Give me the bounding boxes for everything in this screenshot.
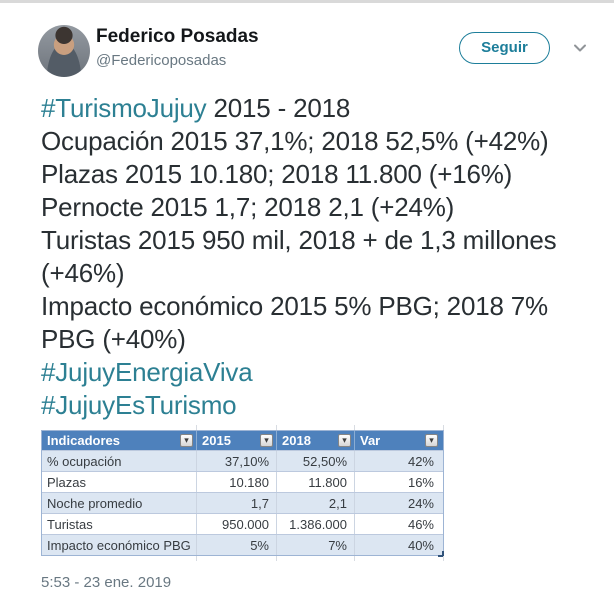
tweet-text-run: Impacto económico 2015 5% PBG; 2018 7% bbox=[41, 291, 548, 321]
xl-value-cell: 1.386.000 bbox=[277, 514, 355, 534]
xl-header-cell: Var ▾ bbox=[355, 431, 441, 450]
tweet-text: #TurismoJujuy 2015 - 2018 Ocupación 2015 … bbox=[41, 92, 591, 422]
table-row: Noche promedio 1,7 2,1 24% bbox=[42, 492, 443, 513]
xl-value-cell: 37,10% bbox=[197, 451, 277, 471]
table-row: % ocupación 37,10% 52,50% 42% bbox=[42, 450, 443, 471]
tweet-text-run: Pernocte 2015 1,7; 2018 2,1 (+24%) bbox=[41, 192, 455, 222]
xl-header-cell: 2015 ▾ bbox=[197, 431, 277, 450]
table-resize-handle-icon bbox=[438, 551, 444, 557]
hashtag-link[interactable]: #JujuyEsTurismo bbox=[41, 390, 237, 420]
xl-value-cell: 24% bbox=[407, 495, 434, 511]
embedded-table-image[interactable]: Indicadores ▾ 2015 ▾ 2018 ▾ Var ▾ % ocupación 37… bbox=[41, 425, 451, 561]
xl-header-label: Var bbox=[360, 433, 381, 448]
table-row: Plazas 10.180 11.800 16% bbox=[42, 471, 443, 492]
table-row: Impacto económico PBG 5% 7% 40% bbox=[42, 534, 443, 555]
xl-body: % ocupación 37,10% 52,50% 42% Plazas 10.180 11… bbox=[42, 450, 443, 555]
header-actions: Seguir bbox=[459, 32, 588, 64]
xl-value-cell: 5% bbox=[197, 535, 277, 555]
tweet-line: Plazas 2015 10.180; 2018 11.800 (+16%) bbox=[41, 158, 591, 191]
xl-value-cell: 46% bbox=[407, 516, 434, 532]
xl-header-cell: Indicadores ▾ bbox=[42, 431, 197, 450]
filter-dropdown-icon: ▾ bbox=[338, 434, 351, 447]
tweet-text-run: PBG (+40%) bbox=[41, 324, 186, 354]
table-row: Turistas 950.000 1.386.000 46% bbox=[42, 513, 443, 534]
window-edge bbox=[0, 0, 614, 3]
xl-value-cell: 1,7 bbox=[197, 493, 277, 513]
xl-header-row: Indicadores ▾ 2015 ▾ 2018 ▾ Var ▾ bbox=[42, 431, 443, 450]
tweet-line: #TurismoJujuy 2015 - 2018 bbox=[41, 92, 591, 125]
tweet-line: #JujuyEnergiaViva bbox=[41, 356, 591, 389]
tweet-text-run: (+46%) bbox=[41, 258, 125, 288]
tweet-line: Ocupación 2015 37,1%; 2018 52,5% (+42%) bbox=[41, 125, 591, 158]
display-name[interactable]: Federico Posadas bbox=[96, 26, 259, 47]
sheet-gridlines-bottom bbox=[41, 556, 444, 561]
tweet-text-run: Plazas 2015 10.180; 2018 11.800 (+16%) bbox=[41, 159, 513, 189]
tweet-line: #JujuyEsTurismo bbox=[41, 389, 591, 422]
follow-button[interactable]: Seguir bbox=[459, 32, 550, 64]
hashtag-link[interactable]: #TurismoJujuy bbox=[41, 93, 207, 123]
xl-header-label: 2018 bbox=[282, 433, 311, 448]
xl-header-label: 2015 bbox=[202, 433, 231, 448]
user-identity: Federico Posadas @Federicoposadas bbox=[96, 25, 259, 71]
sheet-gridlines-top bbox=[41, 425, 444, 430]
xl-indicator-cell: Turistas bbox=[42, 514, 197, 534]
xl-value-cell: 10.180 bbox=[197, 472, 277, 492]
xl-value-cell: 950.000 bbox=[197, 514, 277, 534]
xl-indicator-cell: Plazas bbox=[42, 472, 197, 492]
xl-indicator-cell: Noche promedio bbox=[42, 493, 197, 513]
indicators-table: Indicadores ▾ 2015 ▾ 2018 ▾ Var ▾ % ocupación 37… bbox=[41, 430, 444, 557]
tweet-line: Pernocte 2015 1,7; 2018 2,1 (+24%) bbox=[41, 191, 591, 224]
xl-value-cell: 2,1 bbox=[277, 493, 355, 513]
tweet-text-run: Ocupación 2015 37,1%; 2018 52,5% (+42%) bbox=[41, 126, 549, 156]
xl-value-cell: 11.800 bbox=[277, 472, 355, 492]
timestamp[interactable]: 5:53 - 23 ene. 2019 bbox=[41, 574, 172, 591]
xl-header-cell: 2018 ▾ bbox=[277, 431, 355, 450]
xl-value-cell: 40% bbox=[407, 537, 434, 553]
xl-header-label: Indicadores bbox=[47, 433, 120, 448]
xl-value-cell: 52,50% bbox=[277, 451, 355, 471]
avatar[interactable] bbox=[38, 25, 90, 77]
tweet-text-run: 2015 - 2018 bbox=[206, 93, 351, 123]
tweet-line: PBG (+40%) bbox=[41, 323, 591, 356]
xl-indicator-cell: % ocupación bbox=[42, 451, 197, 471]
xl-value-cell: 7% bbox=[277, 535, 355, 555]
tweet-line: Impacto económico 2015 5% PBG; 2018 7% bbox=[41, 290, 591, 323]
filter-dropdown-icon: ▾ bbox=[260, 434, 273, 447]
xl-value-cell: 16% bbox=[407, 474, 434, 490]
xl-indicator-cell: Impacto económico PBG bbox=[42, 535, 197, 555]
user-handle[interactable]: @Federicoposadas bbox=[96, 52, 227, 69]
xl-value-cell: 42% bbox=[407, 453, 434, 469]
filter-dropdown-icon: ▾ bbox=[425, 434, 438, 447]
filter-dropdown-icon: ▾ bbox=[180, 434, 193, 447]
tweet-line: (+46%) bbox=[41, 257, 591, 290]
tweet-line: Turistas 2015 950 mil, 2018 + de 1,3 mil… bbox=[41, 224, 591, 257]
chevron-down-icon[interactable] bbox=[572, 40, 588, 56]
tweet-text-run: Turistas 2015 950 mil, 2018 + de 1,3 mil… bbox=[41, 225, 557, 255]
hashtag-link[interactable]: #JujuyEnergiaViva bbox=[41, 357, 253, 387]
tweet-header: Federico Posadas @Federicoposadas Seguir bbox=[38, 22, 594, 77]
